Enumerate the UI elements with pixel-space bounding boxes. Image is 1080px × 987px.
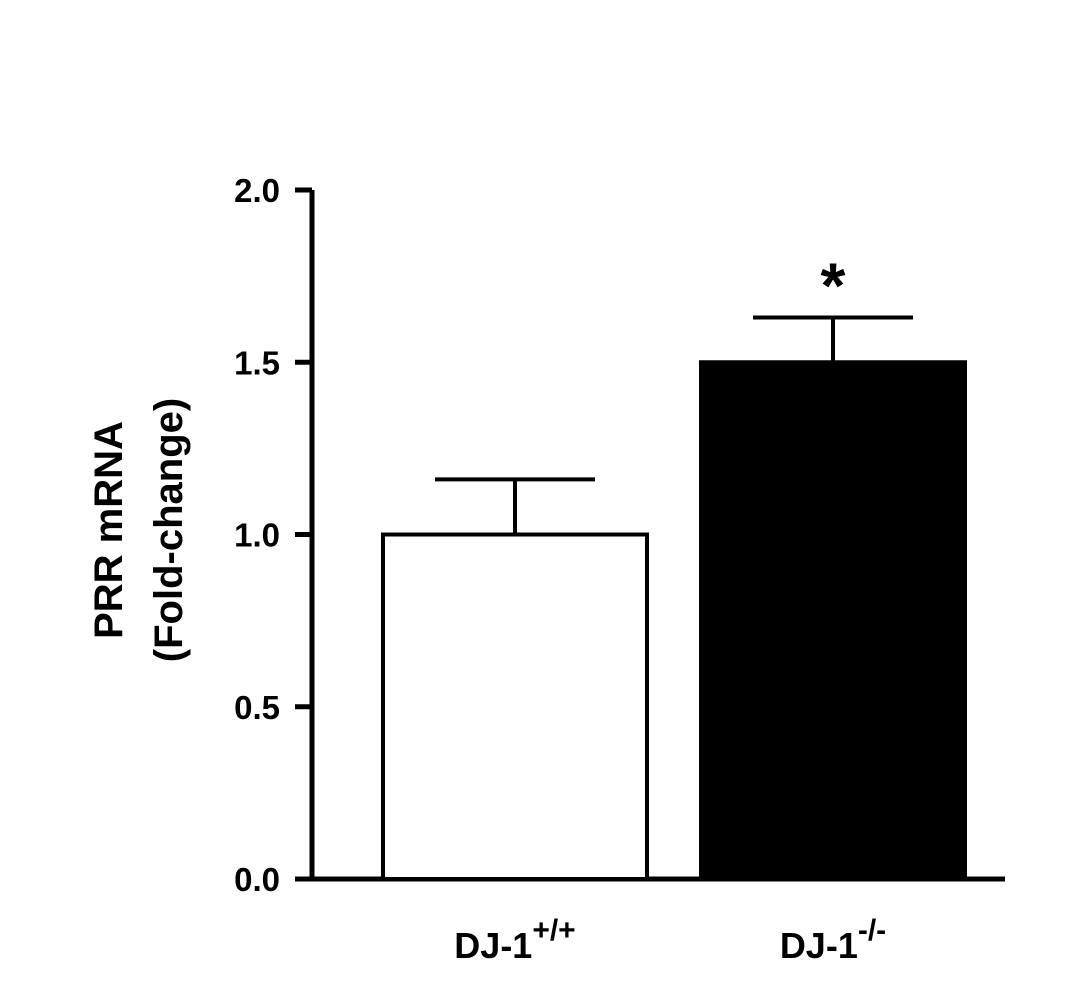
error-bar xyxy=(753,315,913,363)
x-tick-label-superscript: -/- xyxy=(858,914,886,947)
y-axis-label-line: (Fold-change) xyxy=(147,398,191,662)
y-axis-label-line: PRR mRNA xyxy=(87,421,131,639)
y-tick-label: 1.5 xyxy=(234,344,280,381)
y-tick-label: 2.0 xyxy=(234,172,280,209)
x-tick-label-text: DJ-1 xyxy=(454,925,532,966)
x-tick-label-text: DJ-1 xyxy=(780,925,858,966)
bar xyxy=(699,360,967,881)
x-tick-label: DJ-1+/+ xyxy=(454,914,575,966)
y-tick-label: 0.5 xyxy=(234,689,280,726)
y-tick-label: 0.0 xyxy=(234,861,280,898)
significance-marker: * xyxy=(821,249,846,321)
x-tick-label: DJ-1-/- xyxy=(780,914,886,966)
x-tick-label-superscript: +/+ xyxy=(532,914,575,947)
y-tick-label: 1.0 xyxy=(234,517,280,554)
error-bar xyxy=(435,477,595,535)
bar xyxy=(381,532,649,881)
